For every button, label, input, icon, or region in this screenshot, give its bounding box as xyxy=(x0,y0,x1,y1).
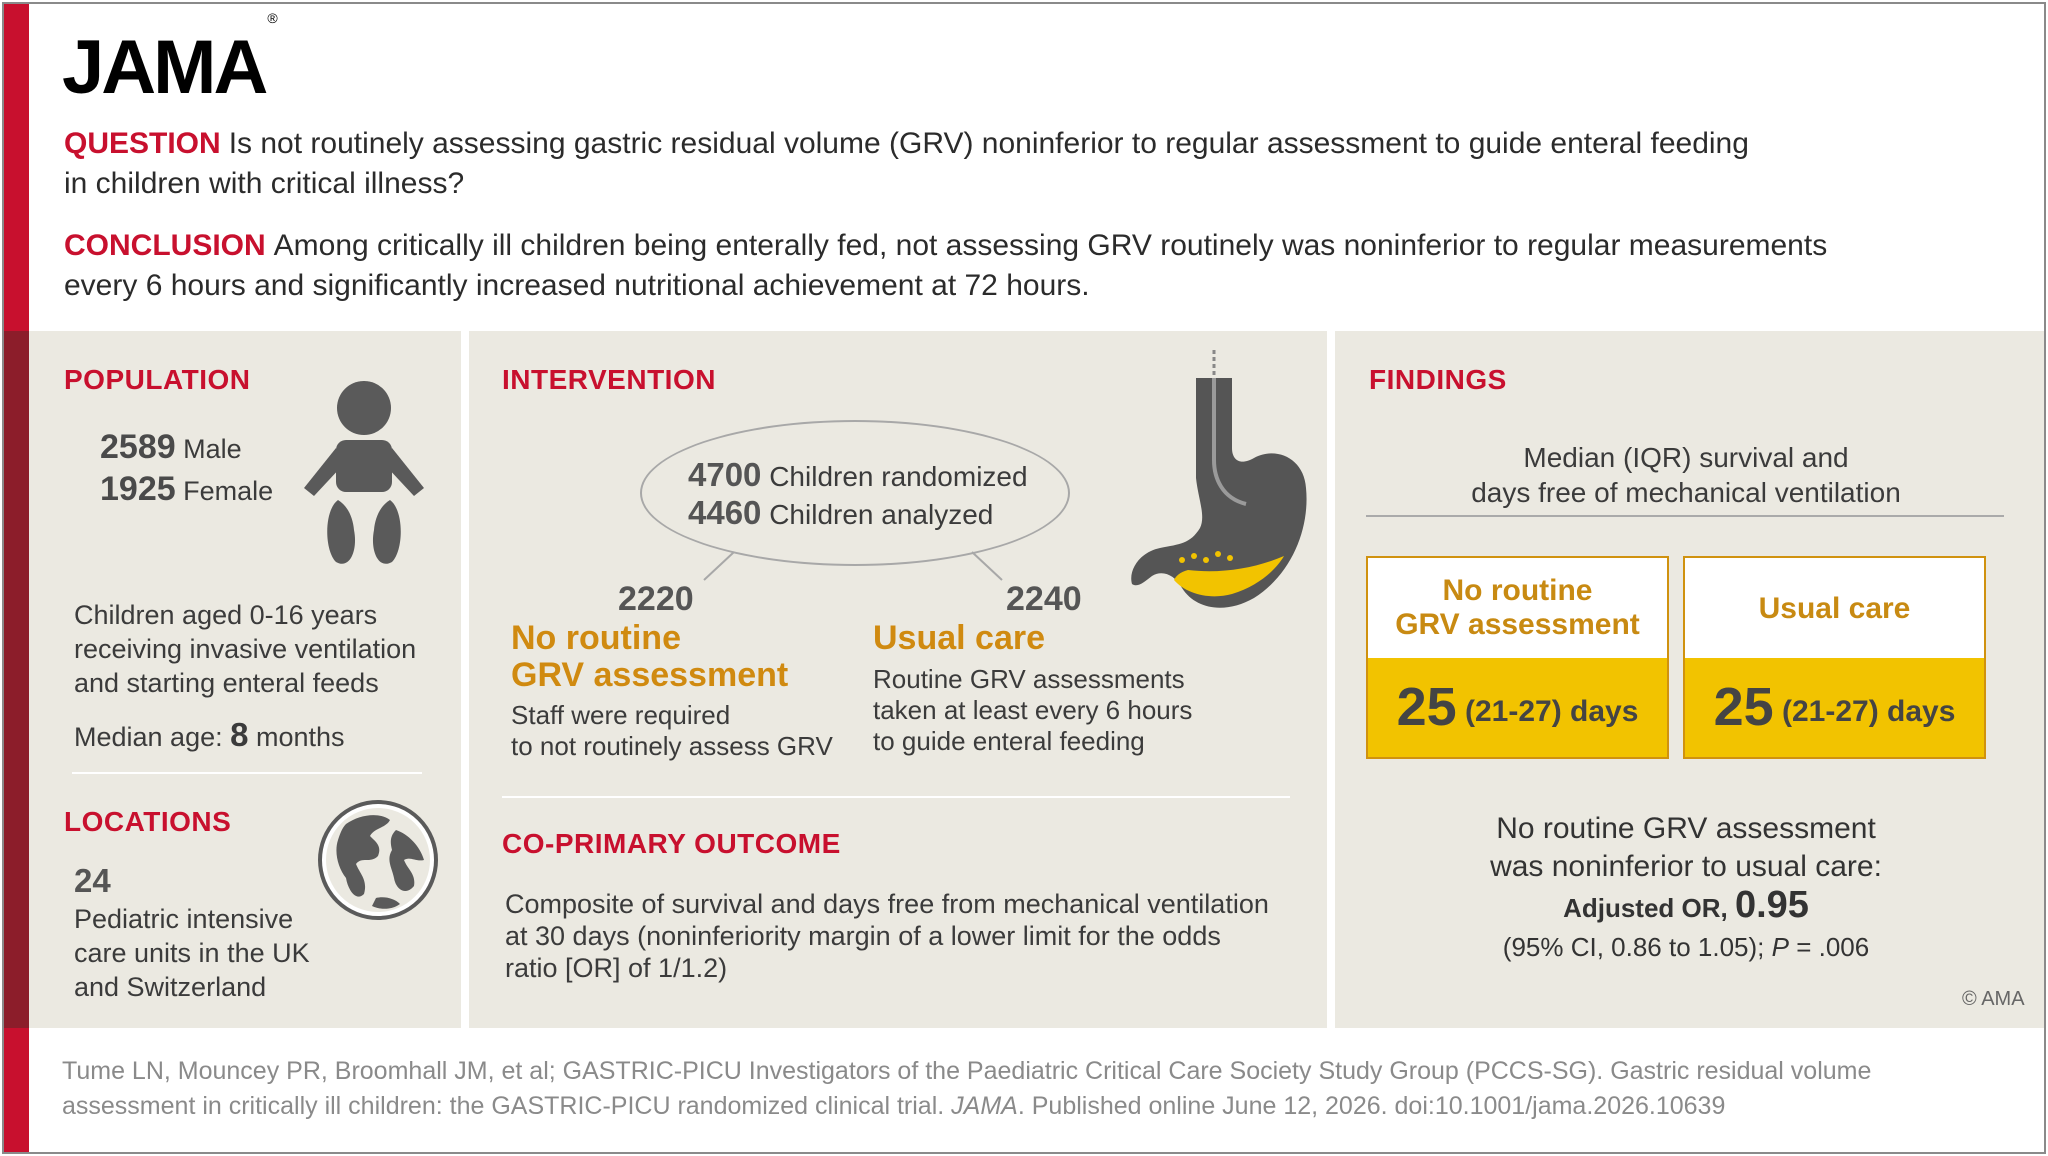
arm1-description: Staff were required to not routinely ass… xyxy=(511,700,833,761)
findings-result: No routine GRV assessment was noninferio… xyxy=(1490,812,1882,883)
male-count: 2589 xyxy=(100,428,176,466)
randomized-line: 4700 Children randomized xyxy=(688,456,1028,493)
locations-count: 24 xyxy=(74,862,111,899)
arm2-description: Routine GRV assessments taken at least e… xyxy=(873,664,1193,756)
population-divider xyxy=(72,772,422,774)
enrollment-ellipse xyxy=(640,420,1070,566)
question-label: QUESTION xyxy=(64,127,221,160)
arm2-title: Usual care xyxy=(873,619,1045,657)
conclusion-label: CONCLUSION xyxy=(64,229,266,262)
population-heading: POPULATION xyxy=(64,364,251,395)
median-age: Median age: 8 months xyxy=(74,716,345,753)
population-description: Children aged 0-16 years receiving invas… xyxy=(74,600,417,698)
outcome-heading: CO-PRIMARY OUTCOME xyxy=(502,828,841,859)
intervention-divider xyxy=(502,796,1290,798)
female-label: Female xyxy=(183,476,274,506)
question-block: QUESTION Is not routinely assessing gastr… xyxy=(64,124,1964,204)
usual-care-result-box: Usual care 25 (21-27) days xyxy=(1683,556,1986,759)
baby-icon xyxy=(304,381,424,564)
female-count-line: 1925 Female xyxy=(100,470,273,509)
male-label: Male xyxy=(183,434,242,464)
conclusion-text: Among critically ill children being ente… xyxy=(273,229,1828,262)
citation: Tume LN, Mouncey PR, Broomhall JM, et al… xyxy=(62,1057,1872,1120)
male-count-line: 2589 Male xyxy=(100,428,242,467)
locations-description: Pediatric intensive care units in the UK… xyxy=(74,904,310,1002)
citation-journal: JAMA xyxy=(951,1092,1018,1120)
globe-icon xyxy=(318,800,438,920)
findings-divider xyxy=(1366,515,2004,517)
arm1-title: No routine GRV assessment xyxy=(511,619,789,694)
accent-stripe-top xyxy=(4,4,29,331)
accent-stripe-bottom xyxy=(4,1028,29,1152)
conclusion-block: CONCLUSION Among critically ill children … xyxy=(64,226,1964,306)
adjusted-or: Adjusted OR, 0.95 xyxy=(1563,884,1809,926)
accent-stripe-middle xyxy=(4,331,29,1028)
no-routine-result-box: No routine GRV assessment 25 (21-27) day… xyxy=(1366,556,1669,759)
intervention-heading: INTERVENTION xyxy=(502,364,716,395)
question-text: Is not routinely assessing gastric resid… xyxy=(228,127,1749,160)
branch-lines xyxy=(703,551,1003,581)
usual-care-result-value: 25 (21-27) days xyxy=(1685,658,1984,757)
female-count: 1925 xyxy=(100,470,176,508)
usual-care-result-label: Usual care xyxy=(1758,592,1911,625)
conclusion-text-2: every 6 hours and significantly increase… xyxy=(64,269,1090,302)
analyzed-line: 4460 Children analyzed xyxy=(688,494,994,531)
outcome-description: Composite of survival and days free from… xyxy=(505,889,1269,983)
no-routine-result-value: 25 (21-27) days xyxy=(1368,658,1667,757)
no-routine-result-label: No routine GRV assessment xyxy=(1395,574,1640,641)
findings-subtitle: Median (IQR) survival and days free of m… xyxy=(1471,442,1901,508)
copyright: © AMA xyxy=(1962,988,2025,1010)
arm2-count: 2240 xyxy=(1006,580,1082,618)
arm1-count: 2220 xyxy=(618,580,694,618)
jama-logo: JAMA® xyxy=(62,9,278,110)
confidence-interval: (95% CI, 0.86 to 1.05); P = .006 xyxy=(1502,932,1870,962)
question-text-2: in children with critical illness? xyxy=(64,167,465,200)
locations-heading: LOCATIONS xyxy=(64,806,232,837)
findings-heading: FINDINGS xyxy=(1369,364,1507,395)
stomach-icon xyxy=(1131,350,1307,608)
